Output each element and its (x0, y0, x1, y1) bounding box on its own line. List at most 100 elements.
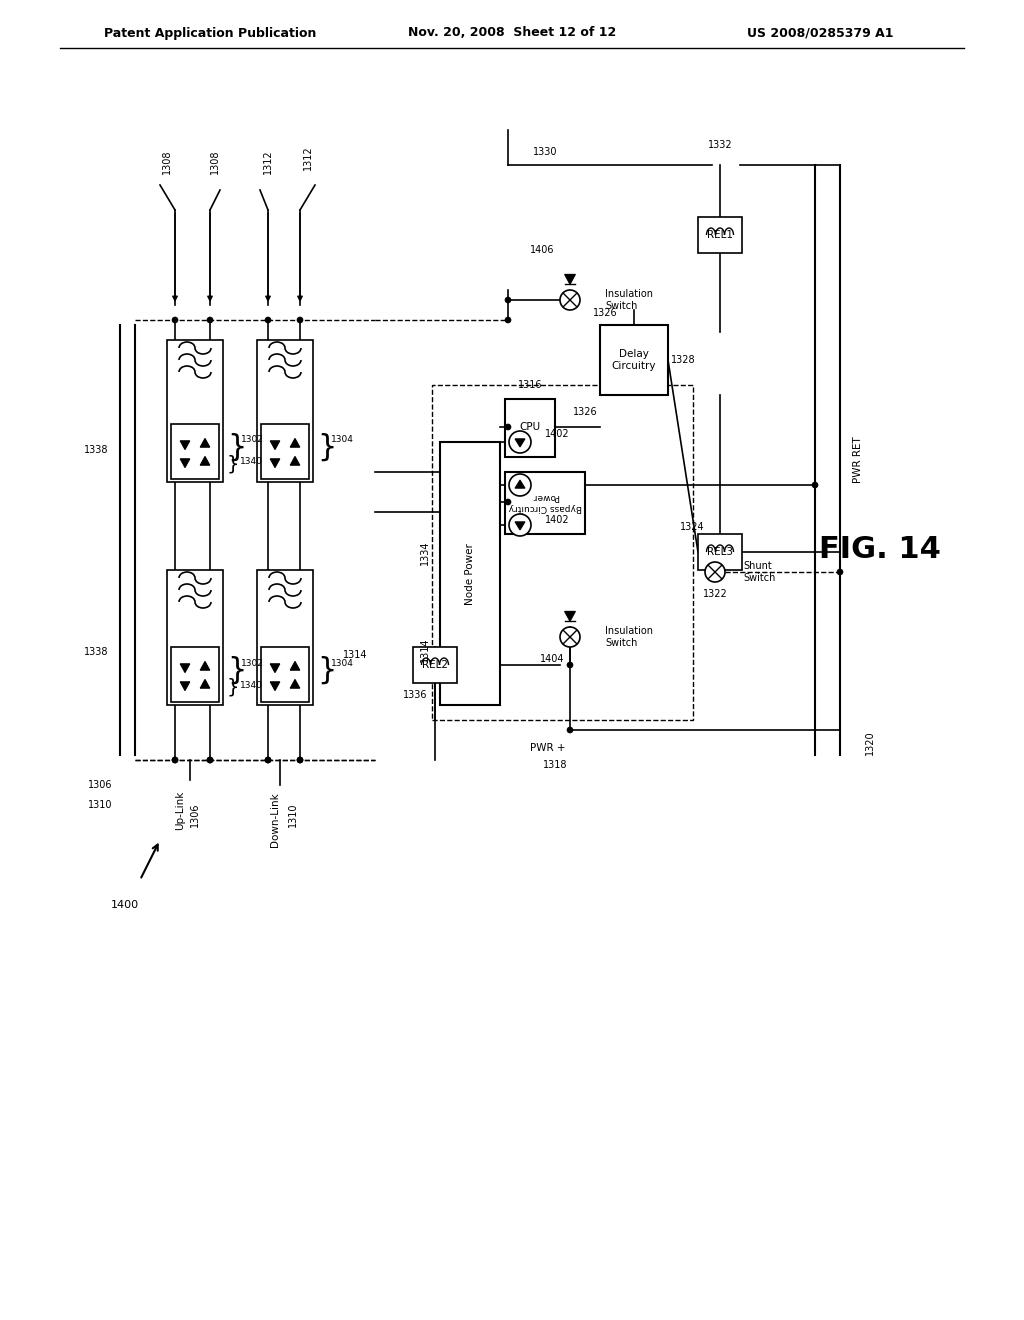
Circle shape (509, 513, 531, 536)
Polygon shape (564, 275, 575, 284)
Bar (261, 424, 309, 479)
Text: 1326: 1326 (572, 407, 597, 417)
Text: Patent Application Publication: Patent Application Publication (103, 26, 316, 40)
Bar (413, 647, 457, 682)
Circle shape (505, 297, 511, 304)
Text: 1402: 1402 (545, 429, 569, 440)
Circle shape (560, 627, 580, 647)
Polygon shape (201, 661, 210, 671)
Text: PWR RET: PWR RET (853, 437, 863, 483)
Polygon shape (201, 438, 210, 447)
Bar (257, 570, 313, 705)
Circle shape (207, 756, 213, 763)
Bar (257, 341, 313, 482)
Text: US 2008/0285379 A1: US 2008/0285379 A1 (746, 26, 893, 40)
Bar (167, 570, 223, 705)
Text: }: } (317, 433, 336, 462)
Text: 1304: 1304 (331, 659, 354, 668)
Text: 1400: 1400 (111, 900, 139, 909)
Polygon shape (290, 457, 300, 465)
Text: 1304: 1304 (331, 436, 354, 445)
Circle shape (812, 482, 818, 488)
Polygon shape (201, 680, 210, 688)
Bar (505, 399, 555, 457)
Text: }: } (227, 656, 247, 685)
Polygon shape (180, 459, 189, 467)
Text: 1328: 1328 (671, 355, 695, 366)
Text: 1308: 1308 (210, 149, 220, 174)
Circle shape (567, 663, 573, 668)
Text: 1302: 1302 (241, 659, 264, 668)
Text: 1326: 1326 (593, 308, 617, 318)
Text: Bypass Circuitry
Power: Bypass Circuitry Power (508, 492, 582, 512)
Bar (171, 647, 219, 702)
Text: 1336: 1336 (402, 690, 427, 700)
Text: 1306: 1306 (190, 803, 200, 828)
Bar (698, 216, 742, 253)
Text: 1310: 1310 (288, 803, 298, 828)
Polygon shape (270, 682, 280, 690)
Circle shape (265, 756, 271, 763)
Text: REL2: REL2 (422, 660, 449, 671)
Bar (167, 341, 223, 482)
Polygon shape (515, 521, 525, 529)
Text: 1338: 1338 (84, 445, 108, 455)
Text: 1334: 1334 (420, 541, 430, 565)
Text: Insulation
Switch: Insulation Switch (605, 289, 653, 310)
Text: 1316: 1316 (518, 380, 543, 389)
Text: 1332: 1332 (708, 140, 732, 150)
Polygon shape (270, 441, 280, 450)
Circle shape (560, 290, 580, 310)
Circle shape (172, 756, 178, 763)
Circle shape (509, 432, 531, 453)
Circle shape (505, 499, 511, 506)
Text: PWR +: PWR + (530, 743, 565, 752)
Bar (600, 325, 668, 395)
Text: }: } (227, 433, 247, 462)
Bar (432, 385, 693, 719)
Text: 1404: 1404 (540, 653, 564, 664)
Polygon shape (270, 664, 280, 673)
Polygon shape (180, 682, 189, 690)
Text: 1324: 1324 (680, 521, 705, 532)
Text: 1330: 1330 (532, 147, 557, 157)
Text: 1340: 1340 (240, 681, 263, 689)
Polygon shape (515, 438, 525, 447)
Text: }: } (317, 656, 336, 685)
Text: CPU: CPU (519, 422, 541, 432)
Text: Up-Link: Up-Link (175, 791, 185, 830)
Polygon shape (180, 664, 189, 673)
Circle shape (505, 424, 511, 430)
Text: 1406: 1406 (529, 246, 554, 255)
Text: 1314: 1314 (342, 649, 367, 660)
Text: 1308: 1308 (162, 149, 172, 174)
Polygon shape (515, 480, 525, 488)
Text: 1302: 1302 (241, 436, 264, 445)
Circle shape (265, 317, 271, 323)
Polygon shape (180, 441, 189, 450)
Circle shape (505, 317, 511, 323)
Polygon shape (270, 459, 280, 467)
Bar (505, 473, 585, 535)
Text: Delay
Circuitry: Delay Circuitry (611, 350, 656, 371)
Text: Node Power: Node Power (465, 543, 475, 605)
Bar (171, 424, 219, 479)
Bar (440, 442, 500, 705)
Circle shape (297, 756, 303, 763)
Text: 1314: 1314 (420, 638, 430, 663)
Bar (698, 535, 742, 570)
Text: 1312: 1312 (263, 149, 273, 174)
Bar (261, 647, 309, 702)
Text: 1310: 1310 (87, 800, 112, 810)
Text: 1402: 1402 (545, 515, 569, 525)
Polygon shape (290, 438, 300, 447)
Circle shape (567, 727, 573, 733)
Text: 1340: 1340 (240, 458, 263, 466)
Circle shape (509, 474, 531, 496)
Text: Down-Link: Down-Link (270, 792, 280, 847)
Circle shape (207, 317, 213, 323)
Circle shape (172, 317, 178, 323)
Circle shape (297, 756, 303, 763)
Text: Insulation
Switch: Insulation Switch (605, 626, 653, 648)
Text: Nov. 20, 2008  Sheet 12 of 12: Nov. 20, 2008 Sheet 12 of 12 (408, 26, 616, 40)
